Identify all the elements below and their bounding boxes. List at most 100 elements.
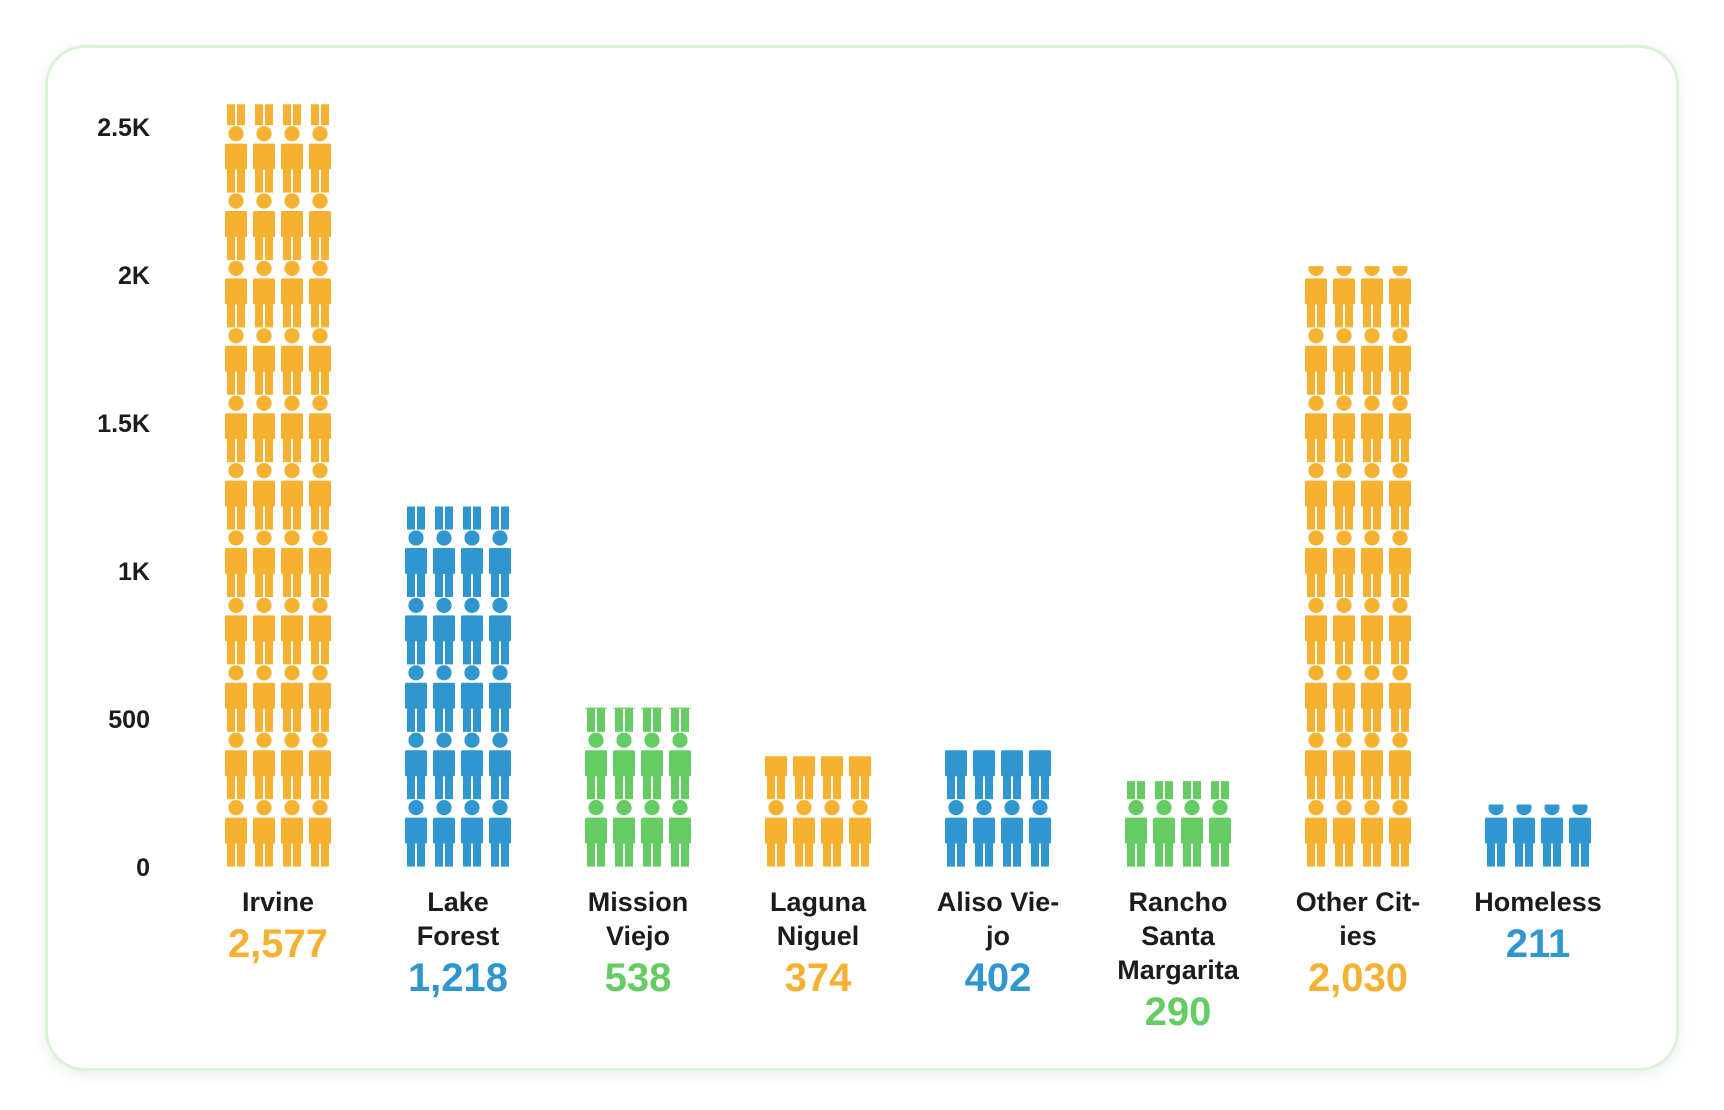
person-icon xyxy=(613,598,635,665)
person-icon xyxy=(225,0,247,58)
category-label: Homeless xyxy=(1474,887,1602,917)
person-icon xyxy=(1513,804,1535,867)
person-icon xyxy=(253,0,275,58)
person-icon xyxy=(253,732,275,800)
person-icon xyxy=(1361,665,1383,732)
person-icon xyxy=(225,463,247,530)
person-icon xyxy=(1361,463,1383,530)
person-icon xyxy=(1333,665,1355,732)
person-icon xyxy=(253,126,275,193)
person-icon xyxy=(1361,732,1383,800)
y-axis: 0 500 1K 1.5K 2K 2.5K xyxy=(97,114,150,882)
person-icon xyxy=(1333,193,1355,260)
person-icon xyxy=(281,328,303,395)
person-icon xyxy=(283,104,301,126)
person-icon xyxy=(461,800,483,867)
person-icon xyxy=(945,665,967,732)
person-icon xyxy=(1127,781,1145,800)
person-icon xyxy=(1305,800,1327,867)
person-icon xyxy=(945,800,967,867)
person-icon xyxy=(669,800,691,867)
person-icon xyxy=(225,665,247,732)
person-icon xyxy=(1389,530,1411,597)
category-label: Mission xyxy=(588,887,689,917)
y-tick-label: 0 xyxy=(136,854,150,882)
person-icon xyxy=(489,665,511,732)
bar-rancho-santa-margarita xyxy=(1125,665,1231,867)
person-icon xyxy=(489,396,511,463)
person-icon xyxy=(765,665,787,732)
person-icon xyxy=(1541,733,1563,800)
person-icon xyxy=(309,193,331,260)
person-icon xyxy=(1333,266,1355,328)
value-label: 2,030 xyxy=(1308,956,1408,1000)
person-icon xyxy=(1029,750,1051,800)
person-icon xyxy=(489,506,511,530)
person-icon xyxy=(641,598,663,665)
person-icon xyxy=(1361,193,1383,260)
category-label: Forest xyxy=(417,921,500,951)
category-label: Irvine xyxy=(242,887,314,917)
person-icon xyxy=(309,800,331,867)
bar-irvine xyxy=(225,0,331,867)
category-label: Other Cit- xyxy=(1296,887,1421,917)
person-icon xyxy=(405,530,427,597)
person-icon xyxy=(1209,800,1231,867)
person-icon xyxy=(585,707,607,732)
bar-other-cities xyxy=(1305,193,1411,867)
person-icon xyxy=(1333,463,1355,530)
category-label: Viejo xyxy=(606,921,670,951)
category-label: Aliso Vie- xyxy=(937,887,1060,917)
value-labels: 2,577 1,218 538 374 402 290 2,030 211 xyxy=(228,922,1570,1034)
person-icon xyxy=(489,800,511,867)
person-icon xyxy=(433,396,455,463)
person-icon xyxy=(433,530,455,597)
person-icon xyxy=(1333,597,1355,665)
person-icon xyxy=(225,800,247,867)
person-icon xyxy=(405,665,427,732)
person-icon xyxy=(281,193,303,260)
person-icon xyxy=(1211,781,1229,800)
person-icon xyxy=(1361,328,1383,395)
person-icon xyxy=(309,665,331,732)
category-label: Lake xyxy=(427,887,489,917)
person-icon xyxy=(1305,266,1327,328)
person-icon xyxy=(641,707,663,732)
person-icon xyxy=(225,328,247,395)
person-icon xyxy=(1181,800,1203,867)
person-icon xyxy=(489,732,511,800)
person-icon xyxy=(1389,597,1411,665)
person-icon xyxy=(1569,804,1591,867)
person-icon xyxy=(1001,800,1023,867)
y-tick-label: 1.5K xyxy=(97,410,150,438)
person-icon xyxy=(281,665,303,732)
person-icon xyxy=(253,260,275,328)
person-icon xyxy=(793,756,815,800)
y-tick-label: 2K xyxy=(118,262,150,290)
person-icon xyxy=(849,665,871,732)
y-tick-label: 1K xyxy=(118,558,150,586)
person-icon xyxy=(1305,597,1327,665)
person-icon xyxy=(1029,665,1051,732)
person-icon xyxy=(1389,800,1411,867)
person-icon xyxy=(309,260,331,328)
person-icon xyxy=(253,463,275,530)
person-icon xyxy=(669,707,691,732)
person-icon xyxy=(309,126,331,193)
person-icon xyxy=(1513,733,1535,800)
person-icon xyxy=(669,598,691,665)
person-icon xyxy=(849,800,871,867)
person-icon xyxy=(1389,193,1411,260)
person-icon xyxy=(1361,395,1383,463)
person-icon xyxy=(1183,781,1201,800)
person-icon xyxy=(1389,463,1411,530)
person-icon xyxy=(1125,665,1147,732)
person-icon xyxy=(281,395,303,463)
person-icon xyxy=(309,597,331,665)
person-icon xyxy=(309,0,331,58)
bar-homeless xyxy=(1485,733,1591,867)
person-icon xyxy=(461,732,483,800)
person-icon xyxy=(461,597,483,665)
person-icon xyxy=(1305,193,1327,260)
person-icon xyxy=(253,395,275,463)
